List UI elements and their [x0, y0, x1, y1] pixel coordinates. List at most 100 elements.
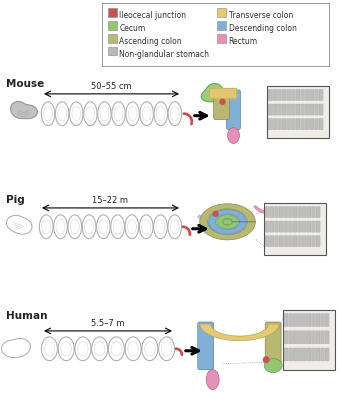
FancyBboxPatch shape	[291, 90, 295, 100]
Text: Cecum: Cecum	[119, 24, 146, 33]
FancyBboxPatch shape	[305, 118, 309, 130]
FancyBboxPatch shape	[288, 236, 292, 247]
FancyBboxPatch shape	[284, 348, 288, 361]
FancyBboxPatch shape	[321, 348, 324, 361]
FancyBboxPatch shape	[302, 236, 306, 247]
FancyBboxPatch shape	[265, 322, 281, 364]
FancyBboxPatch shape	[293, 236, 297, 247]
FancyBboxPatch shape	[270, 236, 274, 247]
FancyBboxPatch shape	[311, 331, 316, 344]
FancyBboxPatch shape	[284, 331, 288, 344]
FancyBboxPatch shape	[217, 34, 226, 42]
FancyBboxPatch shape	[316, 206, 320, 218]
FancyBboxPatch shape	[214, 90, 230, 120]
FancyBboxPatch shape	[301, 118, 305, 130]
FancyBboxPatch shape	[314, 104, 319, 115]
FancyBboxPatch shape	[302, 348, 306, 361]
FancyBboxPatch shape	[287, 118, 291, 130]
FancyBboxPatch shape	[270, 221, 274, 232]
FancyBboxPatch shape	[217, 8, 226, 17]
Polygon shape	[2, 338, 31, 358]
FancyBboxPatch shape	[301, 104, 305, 115]
FancyBboxPatch shape	[321, 314, 324, 326]
FancyBboxPatch shape	[305, 104, 309, 115]
FancyBboxPatch shape	[311, 221, 316, 232]
FancyBboxPatch shape	[284, 221, 288, 232]
FancyBboxPatch shape	[274, 236, 278, 247]
Text: 5.5–7 m: 5.5–7 m	[91, 319, 125, 328]
FancyBboxPatch shape	[268, 90, 272, 100]
Polygon shape	[217, 215, 238, 229]
FancyBboxPatch shape	[302, 314, 306, 326]
FancyBboxPatch shape	[298, 236, 302, 247]
Circle shape	[220, 99, 225, 104]
FancyBboxPatch shape	[311, 206, 316, 218]
FancyBboxPatch shape	[277, 118, 282, 130]
FancyBboxPatch shape	[270, 206, 274, 218]
Text: Pig: Pig	[6, 195, 25, 205]
FancyBboxPatch shape	[319, 118, 323, 130]
Text: Non-glandular stomach: Non-glandular stomach	[119, 50, 209, 59]
Text: Mouse: Mouse	[6, 79, 45, 89]
FancyBboxPatch shape	[302, 331, 306, 344]
FancyBboxPatch shape	[102, 3, 329, 66]
Text: 15–22 m: 15–22 m	[92, 196, 129, 205]
Polygon shape	[209, 210, 246, 234]
FancyBboxPatch shape	[301, 90, 305, 100]
FancyBboxPatch shape	[282, 90, 286, 100]
Ellipse shape	[206, 370, 219, 390]
FancyBboxPatch shape	[287, 90, 291, 100]
FancyBboxPatch shape	[316, 221, 320, 232]
FancyBboxPatch shape	[325, 348, 329, 361]
FancyBboxPatch shape	[302, 221, 306, 232]
FancyBboxPatch shape	[273, 104, 277, 115]
Polygon shape	[6, 216, 32, 234]
FancyBboxPatch shape	[298, 206, 302, 218]
Text: Ascending colon: Ascending colon	[119, 37, 182, 46]
FancyBboxPatch shape	[316, 331, 320, 344]
FancyBboxPatch shape	[296, 118, 300, 130]
Ellipse shape	[223, 219, 232, 225]
FancyBboxPatch shape	[267, 86, 329, 138]
FancyBboxPatch shape	[279, 221, 283, 232]
FancyBboxPatch shape	[289, 314, 293, 326]
FancyBboxPatch shape	[298, 348, 302, 361]
FancyBboxPatch shape	[274, 206, 278, 218]
FancyBboxPatch shape	[293, 331, 297, 344]
FancyBboxPatch shape	[316, 314, 320, 326]
FancyBboxPatch shape	[273, 118, 277, 130]
FancyBboxPatch shape	[279, 236, 283, 247]
Ellipse shape	[227, 128, 239, 144]
FancyBboxPatch shape	[319, 90, 323, 100]
Polygon shape	[11, 102, 37, 118]
Polygon shape	[200, 324, 279, 341]
FancyBboxPatch shape	[289, 348, 293, 361]
FancyBboxPatch shape	[283, 310, 335, 370]
FancyBboxPatch shape	[277, 104, 282, 115]
FancyBboxPatch shape	[293, 348, 297, 361]
FancyBboxPatch shape	[296, 104, 300, 115]
FancyBboxPatch shape	[291, 104, 295, 115]
FancyBboxPatch shape	[268, 104, 272, 115]
FancyBboxPatch shape	[307, 314, 311, 326]
FancyBboxPatch shape	[298, 314, 302, 326]
FancyBboxPatch shape	[307, 348, 311, 361]
FancyBboxPatch shape	[321, 331, 324, 344]
FancyBboxPatch shape	[311, 348, 316, 361]
FancyBboxPatch shape	[319, 104, 323, 115]
FancyBboxPatch shape	[268, 118, 272, 130]
FancyBboxPatch shape	[298, 221, 302, 232]
FancyBboxPatch shape	[108, 47, 117, 56]
FancyBboxPatch shape	[291, 118, 295, 130]
FancyBboxPatch shape	[273, 90, 277, 100]
FancyBboxPatch shape	[311, 314, 316, 326]
FancyBboxPatch shape	[293, 221, 297, 232]
FancyBboxPatch shape	[198, 322, 214, 370]
Text: Transverse colon: Transverse colon	[228, 11, 293, 20]
FancyBboxPatch shape	[282, 104, 286, 115]
FancyBboxPatch shape	[310, 90, 314, 100]
FancyBboxPatch shape	[310, 104, 314, 115]
Polygon shape	[209, 88, 236, 98]
Polygon shape	[201, 84, 228, 102]
FancyBboxPatch shape	[288, 221, 292, 232]
